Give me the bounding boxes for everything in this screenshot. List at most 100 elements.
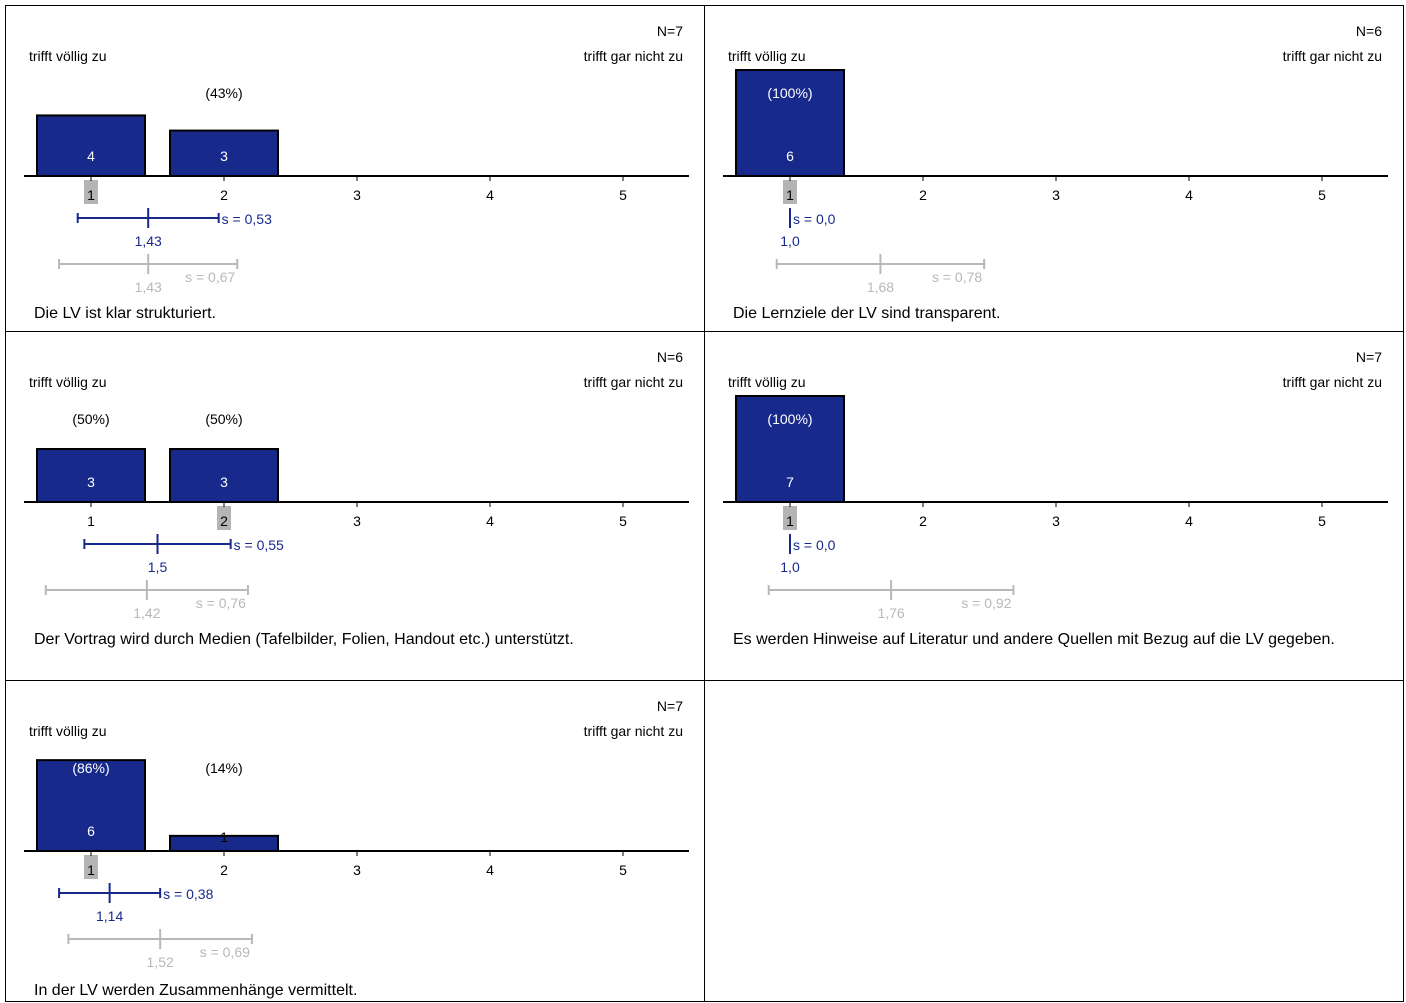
tick-label: 5 [1318,187,1326,203]
ref-mean-label: 1,43 [135,279,162,295]
ref-sd-label: s = 0,67 [185,269,235,285]
percent-label: (57%) [72,85,109,101]
statement-text: In der LV werden Zusammenhänge vermittel… [34,982,358,999]
n-label: N=7 [657,23,683,39]
percent-label: (100%) [767,411,812,427]
ref-sd-label: s = 0,76 [196,595,246,611]
tick-label: 2 [220,862,228,878]
tick-label: 4 [486,513,494,529]
tick-label: 4 [1185,187,1193,203]
scale-right-anchor: trifft gar nicht zu [1283,48,1382,64]
chart-panel: N=6 trifft völlig zu trifft gar nicht zu (1… [704,5,1404,332]
bar-chart: N=6 trifft völlig zu trifft gar nicht zu (1… [723,23,1388,295]
count-label: 6 [786,148,794,164]
tick-label: 1 [87,187,95,203]
ref-mean-label: 1,42 [133,605,160,621]
tick-label: 4 [486,862,494,878]
bar-chart: N=7 trifft völlig zu trifft gar nicht zu (8… [24,698,689,970]
bar [735,69,845,177]
tick-label: 5 [1318,513,1326,529]
chart-panel: N=7 trifft völlig zu trifft gar nicht zu (5… [5,5,705,332]
ref-sd-label: s = 0,92 [961,595,1011,611]
empty-panel [704,680,1404,1002]
median-marker [217,506,231,530]
chart-panel: N=7 trifft völlig zu trifft gar nicht zu (8… [5,680,705,1002]
tick-label: 2 [919,513,927,529]
tick-label: 1 [87,513,95,529]
bar [36,114,146,178]
tick-label: 3 [1052,187,1060,203]
count-label: 6 [87,823,95,839]
statement-text: Die LV ist klar strukturiert. [34,305,216,322]
tick-label: 5 [619,513,627,529]
scale-right-anchor: trifft gar nicht zu [1283,374,1382,390]
bar [36,759,146,852]
sd-label: s = 0,53 [222,211,272,227]
mean-label: 1,5 [148,559,168,575]
tick-label: 4 [486,187,494,203]
count-label: 7 [786,474,794,490]
tick-label: 3 [353,187,361,203]
tick-label: 2 [220,187,228,203]
mean-label: 1,43 [135,233,162,249]
ref-mean-label: 1,68 [867,279,894,295]
mean-label: 1,0 [780,559,800,575]
chart-panel: N=7 trifft völlig zu trifft gar nicht zu (1… [704,331,1404,681]
tick-label: 1 [786,187,794,203]
scale-left-anchor: trifft völlig zu [728,374,806,390]
tick-label: 4 [1185,513,1193,529]
n-label: N=6 [1356,23,1382,39]
ref-sd-label: s = 0,69 [200,944,250,960]
median-marker [84,855,98,879]
bar [169,448,279,503]
bar [169,129,279,177]
median-marker [84,180,98,204]
median-marker [783,180,797,204]
sd-label: s = 0,0 [793,537,836,553]
scale-left-anchor: trifft völlig zu [728,48,806,64]
sd-label: s = 0,55 [234,537,284,553]
chart-panel: N=6 trifft völlig zu trifft gar nicht zu (5… [5,331,705,681]
tick-label: 5 [619,862,627,878]
scale-right-anchor: trifft gar nicht zu [584,723,683,739]
scale-right-anchor: trifft gar nicht zu [584,374,683,390]
statement-text: Es werden Hinweise auf Literatur und and… [733,631,1335,648]
n-label: N=7 [657,698,683,714]
percent-label: (86%) [72,760,109,776]
ref-mean-label: 1,52 [147,954,174,970]
tick-label: 3 [1052,513,1060,529]
ref-mean-label: 1,76 [877,605,904,621]
statement-text: Die Lernziele der LV sind transparent. [733,305,1001,322]
count-label: 3 [220,474,228,490]
percent-label: (100%) [767,85,812,101]
bar [735,395,845,503]
percent-label: (43%) [205,85,242,101]
count-label: 4 [87,148,95,164]
count-label: 3 [87,474,95,490]
tick-label: 1 [786,513,794,529]
n-label: N=6 [657,349,683,365]
scale-right-anchor: trifft gar nicht zu [584,48,683,64]
percent-label: (14%) [205,760,242,776]
tick-label: 1 [87,862,95,878]
mean-label: 1,14 [96,908,123,924]
percent-label: (50%) [205,411,242,427]
bar-chart: N=7 trifft völlig zu trifft gar nicht zu (5… [24,23,689,295]
percent-label: (50%) [72,411,109,427]
n-label: N=7 [1356,349,1382,365]
tick-label: 3 [353,862,361,878]
sd-label: s = 0,0 [793,211,836,227]
statement-text: Der Vortrag wird durch Medien (Tafelbild… [34,631,574,648]
scale-left-anchor: trifft völlig zu [29,723,107,739]
scale-left-anchor: trifft völlig zu [29,374,107,390]
tick-label: 2 [919,187,927,203]
count-label: 1 [220,829,228,845]
sd-label: s = 0,38 [163,886,213,902]
bar [36,448,146,503]
count-label: 3 [220,148,228,164]
tick-label: 3 [353,513,361,529]
bar-chart: N=7 trifft völlig zu trifft gar nicht zu (1… [723,349,1388,621]
mean-label: 1,0 [780,233,800,249]
ref-sd-label: s = 0,78 [932,269,982,285]
